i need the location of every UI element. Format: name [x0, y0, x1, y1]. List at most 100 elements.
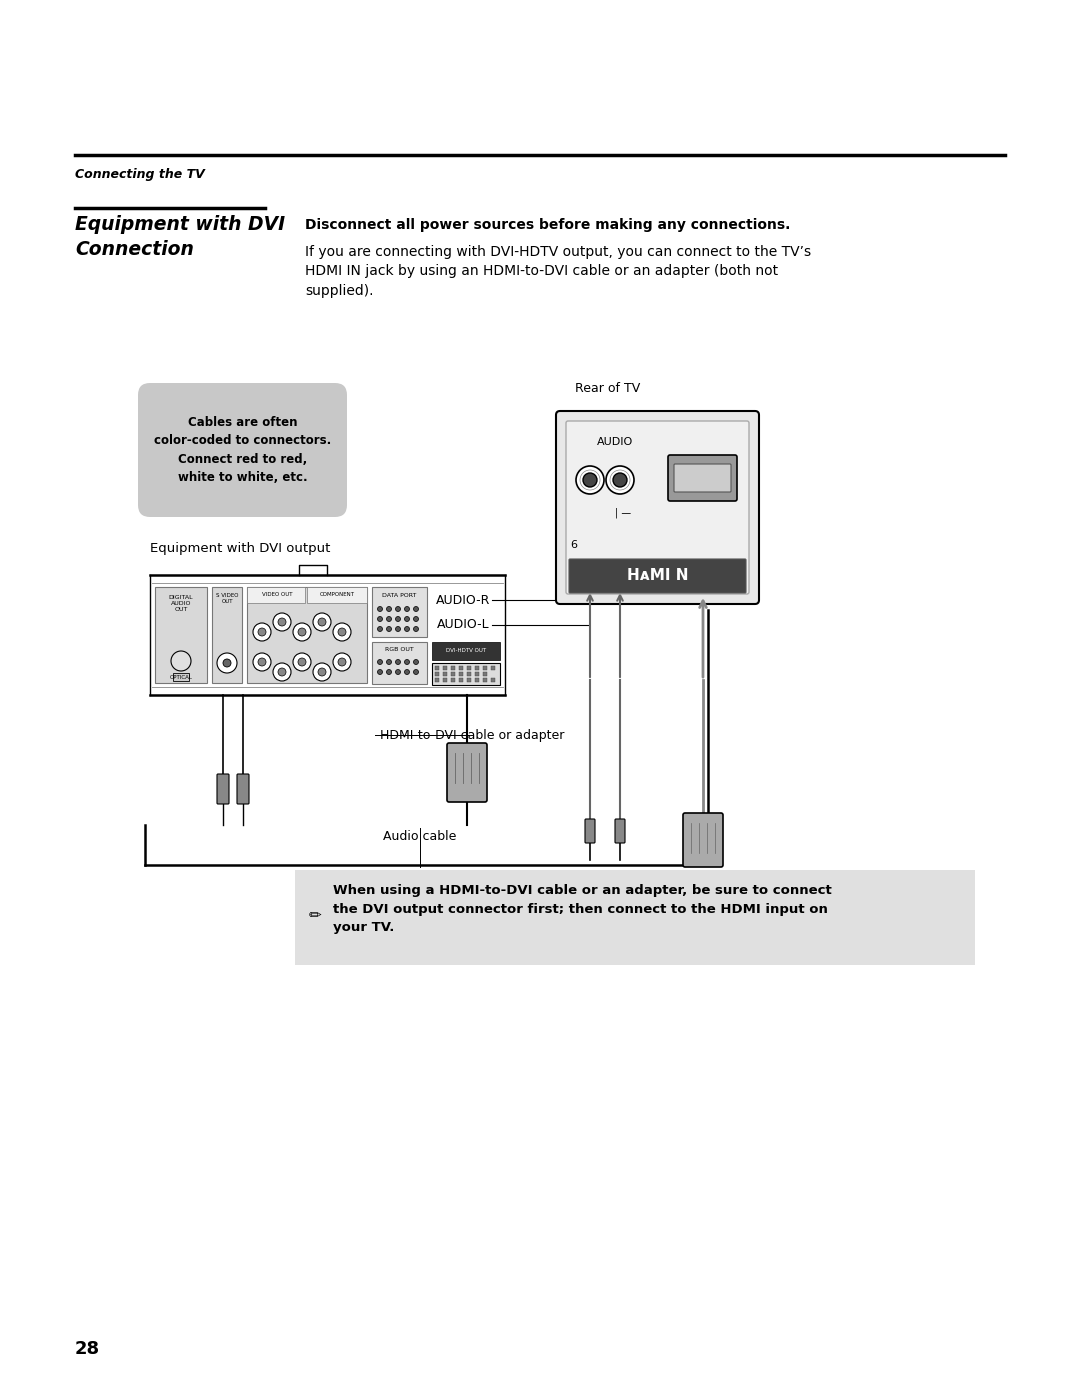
- Circle shape: [395, 669, 401, 675]
- Circle shape: [405, 669, 409, 675]
- Text: DVI-HDTV OUT: DVI-HDTV OUT: [446, 648, 486, 654]
- Bar: [459, 666, 463, 671]
- Bar: [435, 678, 438, 682]
- Text: When using a HDMI-to-DVI cable or an adapter, be sure to connect
the DVI output : When using a HDMI-to-DVI cable or an ada…: [333, 884, 832, 935]
- Bar: [372, 587, 427, 637]
- Circle shape: [414, 606, 419, 612]
- Bar: [307, 587, 367, 604]
- FancyBboxPatch shape: [447, 743, 487, 802]
- Circle shape: [273, 664, 291, 680]
- Bar: [443, 678, 447, 682]
- Circle shape: [217, 652, 237, 673]
- Circle shape: [414, 669, 419, 675]
- Circle shape: [222, 659, 231, 666]
- Circle shape: [313, 664, 330, 680]
- Text: If you are connecting with DVI-HDTV output, you can connect to the TV’s
HDMI IN : If you are connecting with DVI-HDTV outp…: [305, 244, 811, 298]
- Circle shape: [414, 616, 419, 622]
- Circle shape: [293, 623, 311, 641]
- Circle shape: [318, 617, 326, 626]
- Circle shape: [387, 659, 391, 665]
- Circle shape: [378, 616, 382, 622]
- Circle shape: [171, 651, 191, 671]
- FancyBboxPatch shape: [138, 383, 347, 517]
- Bar: [475, 678, 480, 682]
- Circle shape: [405, 606, 409, 612]
- Bar: [491, 666, 495, 671]
- Bar: [491, 678, 495, 682]
- Circle shape: [606, 467, 634, 495]
- Text: AUDIO: AUDIO: [597, 437, 633, 447]
- Bar: [432, 643, 500, 659]
- Bar: [295, 870, 975, 965]
- FancyBboxPatch shape: [585, 819, 595, 842]
- Text: AUDIO-L: AUDIO-L: [437, 619, 490, 631]
- Circle shape: [258, 629, 266, 636]
- Circle shape: [293, 652, 311, 671]
- Bar: [459, 678, 463, 682]
- FancyBboxPatch shape: [566, 420, 750, 594]
- Circle shape: [387, 669, 391, 675]
- Circle shape: [395, 659, 401, 665]
- FancyBboxPatch shape: [556, 411, 759, 604]
- Bar: [483, 666, 487, 671]
- FancyBboxPatch shape: [683, 813, 723, 868]
- Text: Equipment with DVI output: Equipment with DVI output: [150, 542, 330, 555]
- FancyBboxPatch shape: [569, 559, 746, 592]
- FancyBboxPatch shape: [237, 774, 249, 805]
- Text: S VIDEO
OUT: S VIDEO OUT: [216, 592, 239, 604]
- Circle shape: [405, 659, 409, 665]
- Circle shape: [278, 617, 286, 626]
- Circle shape: [298, 629, 306, 636]
- FancyBboxPatch shape: [217, 774, 229, 805]
- Bar: [475, 666, 480, 671]
- Bar: [443, 666, 447, 671]
- FancyBboxPatch shape: [615, 819, 625, 842]
- Text: Equipment with DVI
Connection: Equipment with DVI Connection: [75, 215, 285, 258]
- Circle shape: [258, 658, 266, 666]
- Bar: [451, 666, 455, 671]
- FancyBboxPatch shape: [669, 455, 737, 502]
- Circle shape: [378, 659, 382, 665]
- Text: ✏: ✏: [309, 908, 322, 923]
- Circle shape: [273, 613, 291, 631]
- Circle shape: [333, 623, 351, 641]
- Bar: [483, 678, 487, 682]
- Bar: [443, 672, 447, 676]
- Circle shape: [405, 616, 409, 622]
- Text: HDMI-to-DVI cable or adapter: HDMI-to-DVI cable or adapter: [380, 728, 565, 742]
- Circle shape: [313, 613, 330, 631]
- Bar: [156, 587, 207, 683]
- Text: HᴀMI N: HᴀMI N: [626, 569, 688, 584]
- Circle shape: [387, 616, 391, 622]
- Bar: [451, 678, 455, 682]
- Circle shape: [338, 629, 346, 636]
- Circle shape: [405, 626, 409, 631]
- Circle shape: [583, 474, 597, 488]
- Text: VIDEO OUT: VIDEO OUT: [261, 592, 293, 598]
- Circle shape: [414, 626, 419, 631]
- Circle shape: [387, 606, 391, 612]
- Text: OPTICAL: OPTICAL: [170, 675, 192, 680]
- Circle shape: [278, 668, 286, 676]
- Circle shape: [333, 652, 351, 671]
- Bar: [212, 587, 242, 683]
- Text: AUDIO-R: AUDIO-R: [435, 594, 490, 606]
- Circle shape: [613, 474, 627, 488]
- Bar: [432, 664, 500, 685]
- Circle shape: [253, 623, 271, 641]
- Circle shape: [318, 668, 326, 676]
- Circle shape: [387, 626, 391, 631]
- Circle shape: [378, 606, 382, 612]
- Circle shape: [378, 626, 382, 631]
- Bar: [467, 672, 471, 676]
- Text: Disconnect all power sources before making any connections.: Disconnect all power sources before maki…: [305, 218, 791, 232]
- Bar: [247, 587, 367, 683]
- Bar: [173, 673, 189, 680]
- Circle shape: [576, 467, 604, 495]
- Text: Audio cable: Audio cable: [383, 830, 457, 842]
- Circle shape: [414, 659, 419, 665]
- Text: RGB OUT: RGB OUT: [386, 647, 414, 652]
- Bar: [467, 678, 471, 682]
- Text: COMPONENT: COMPONENT: [320, 592, 354, 598]
- Circle shape: [395, 606, 401, 612]
